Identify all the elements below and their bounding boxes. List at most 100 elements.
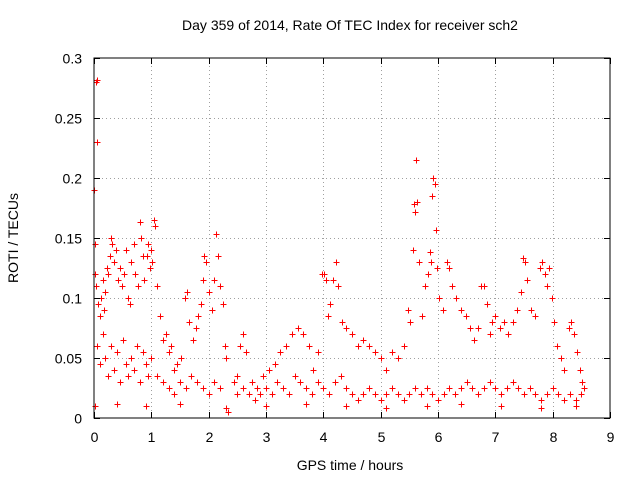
data-point [343, 403, 350, 410]
data-point [521, 391, 528, 398]
data-point [92, 241, 99, 248]
data-point [115, 277, 122, 284]
x-tick-label: 0 [91, 429, 99, 445]
data-point [151, 217, 158, 224]
data-point [498, 391, 505, 398]
data-point [444, 259, 451, 266]
data-point [401, 397, 408, 404]
data-point [532, 313, 539, 320]
data-point [246, 391, 253, 398]
data-point [538, 397, 545, 404]
data-point [234, 391, 241, 398]
y-tick-label: 0.15 [55, 231, 82, 247]
data-point [193, 325, 200, 332]
data-point [117, 379, 124, 386]
data-point [101, 307, 108, 314]
x-tick-label: 1 [148, 429, 156, 445]
data-point [134, 343, 141, 350]
x-tick-label: 9 [607, 429, 615, 445]
data-point [127, 301, 134, 308]
data-point [152, 223, 159, 230]
data-point [537, 265, 544, 272]
data-point [492, 385, 499, 392]
data-point [343, 385, 350, 392]
plot-frame [93, 57, 611, 419]
data-point [407, 319, 414, 326]
data-point [326, 391, 333, 398]
data-point [577, 367, 584, 374]
data-point [149, 259, 156, 266]
data-point [432, 181, 439, 188]
data-point [410, 247, 417, 254]
data-point [538, 405, 545, 412]
data-point [389, 385, 396, 392]
data-point [195, 313, 202, 320]
data-point [240, 385, 247, 392]
data-point [254, 385, 261, 392]
data-point [183, 385, 190, 392]
data-point [383, 405, 390, 412]
chart-title: Day 359 of 2014, Rate Of TEC Index for r… [182, 17, 518, 33]
data-point [464, 379, 471, 386]
data-point [303, 401, 310, 408]
data-point [289, 331, 296, 338]
x-tick-label: 5 [378, 429, 386, 445]
data-point [114, 349, 121, 356]
data-point [310, 367, 317, 374]
data-point [544, 391, 551, 398]
data-point [568, 319, 575, 326]
data-point [458, 401, 465, 408]
data-point [274, 379, 281, 386]
data-point [332, 379, 339, 386]
data-point [137, 379, 144, 386]
data-point [383, 367, 390, 374]
data-point [355, 397, 362, 404]
data-point [123, 247, 130, 254]
data-point [349, 331, 356, 338]
data-point [360, 391, 367, 398]
data-point [102, 289, 109, 296]
data-point [263, 403, 270, 410]
data-point [111, 259, 118, 266]
data-point [449, 283, 456, 290]
data-point [178, 355, 185, 362]
data-point [458, 307, 465, 314]
y-axis-label: ROTI / TECUs [5, 193, 21, 283]
x-tick-label: 3 [263, 429, 271, 445]
data-point [121, 271, 128, 278]
data-point [295, 325, 302, 332]
data-point [498, 403, 505, 410]
data-point [143, 361, 150, 368]
data-point [366, 385, 373, 392]
data-point [240, 331, 247, 338]
data-point [325, 313, 332, 320]
data-point [252, 397, 259, 404]
data-point [125, 295, 132, 302]
data-point [475, 325, 482, 332]
data-point [144, 253, 151, 260]
data-point [561, 397, 568, 404]
data-point [555, 391, 562, 398]
data-point [497, 325, 504, 332]
data-point [492, 313, 499, 320]
data-point [487, 379, 494, 386]
data-point [137, 219, 144, 226]
data-point [355, 343, 362, 350]
data-point [428, 259, 435, 266]
data-point [573, 403, 580, 410]
data-point [383, 391, 390, 398]
data-point [108, 235, 115, 242]
data-point [217, 283, 224, 290]
data-point [131, 367, 138, 374]
x-tick-label: 6 [435, 429, 443, 445]
data-point [211, 277, 218, 284]
data-point [206, 391, 213, 398]
data-point [303, 385, 310, 392]
data-point [92, 271, 99, 278]
data-point [339, 319, 346, 326]
data-point [201, 253, 208, 260]
data-point [427, 249, 434, 256]
data-point [257, 391, 264, 398]
data-point [546, 265, 553, 272]
